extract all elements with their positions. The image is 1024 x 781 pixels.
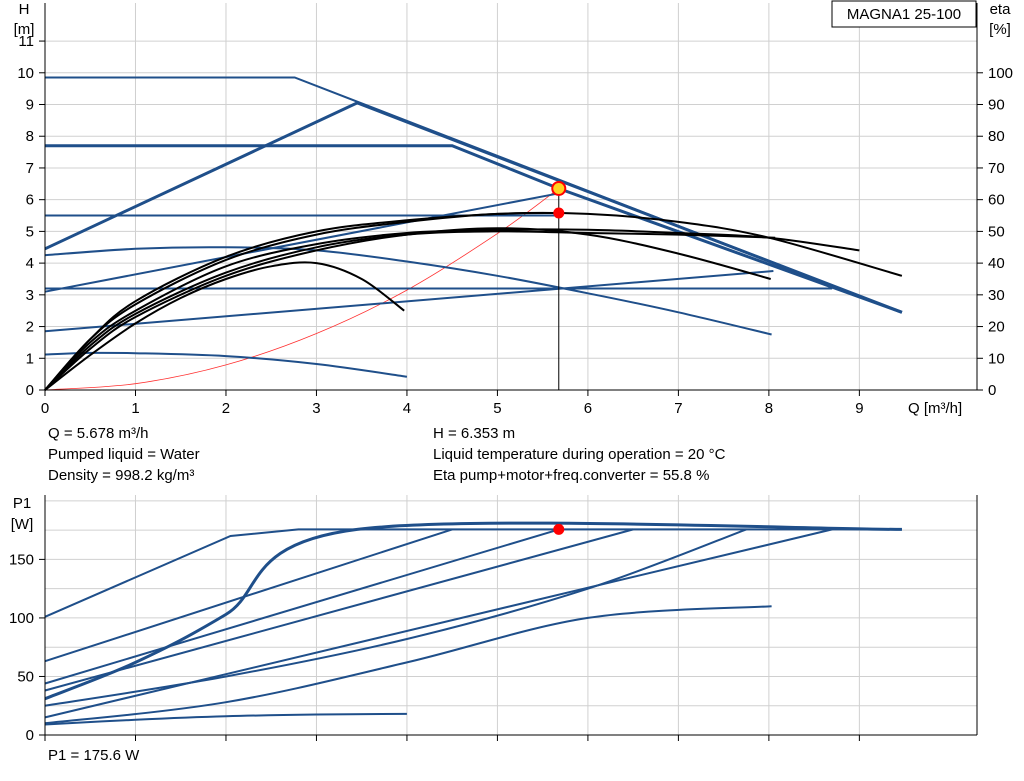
efficiency-curve bbox=[44, 230, 776, 391]
power-curve bbox=[44, 528, 634, 692]
power-curve bbox=[44, 712, 407, 726]
efficiency-curve bbox=[44, 261, 405, 391]
head-plot-curves bbox=[44, 76, 903, 391]
x-tick-label: 8 bbox=[765, 400, 773, 417]
y-tick-label-left: 5 bbox=[26, 223, 34, 240]
info-flow: Q = 5.678 m³/h bbox=[48, 425, 149, 442]
y-tick-label-right: 40 bbox=[988, 255, 1005, 272]
y-tick-label-right: 100 bbox=[988, 65, 1013, 82]
head-plot-background bbox=[45, 3, 977, 390]
y-tick-label-left: 0 bbox=[26, 382, 34, 399]
y-tick-label-left: 1 bbox=[26, 350, 34, 367]
head-efficiency-plot: 0 1 2 3 4 5 6 7 8 9 10 11 0 10 20 30 40 50 60 70 80 90 100 0 1 2 3… bbox=[14, 1, 1013, 417]
system-curve bbox=[44, 188, 560, 391]
y-tick-label-left: 150 bbox=[9, 551, 34, 568]
power-curve bbox=[44, 528, 453, 663]
head-curve bbox=[44, 351, 408, 378]
y-axis-label-left: H bbox=[19, 1, 30, 18]
y-tick-label-left: 6 bbox=[26, 192, 34, 209]
power-curve bbox=[44, 605, 772, 725]
info-power: P1 = 175.6 W bbox=[48, 747, 140, 764]
y-tick-label-right: 20 bbox=[988, 319, 1005, 336]
head-duty-point bbox=[551, 180, 567, 196]
head-plot-grid bbox=[44, 3, 977, 391]
power-curve bbox=[44, 528, 833, 719]
power-curve bbox=[44, 528, 747, 707]
y-tick-label-left: 7 bbox=[26, 160, 34, 177]
y-tick-label-left: 9 bbox=[26, 97, 34, 114]
y-tick-label-right: 30 bbox=[988, 287, 1005, 304]
y-tick-label-left: 3 bbox=[26, 287, 34, 304]
info-eta: Eta pump+motor+freq.converter = 55.8 % bbox=[433, 467, 710, 484]
y-tick-label-left: 4 bbox=[26, 255, 34, 272]
y-tick-label-right: 70 bbox=[988, 160, 1005, 177]
x-tick-label: 1 bbox=[131, 400, 139, 417]
head-curve bbox=[44, 270, 774, 333]
x-tick-label: 7 bbox=[674, 400, 682, 417]
head-plot-axes: 0 1 2 3 4 5 6 7 8 9 10 11 0 10 20 30 40 50 60 70 80 90 100 0 1 2 3… bbox=[14, 1, 1013, 417]
y-tick-label-right: 10 bbox=[988, 350, 1005, 367]
power-plot-axes: 0 50 100 150 P1 [W] bbox=[9, 495, 978, 744]
y-tick-label-right: 0 bbox=[988, 382, 996, 399]
info-density: Density = 998.2 kg/m³ bbox=[48, 467, 195, 484]
y-tick-label-right: 60 bbox=[988, 192, 1005, 209]
efficiency-curve bbox=[44, 227, 771, 391]
info-liquid: Pumped liquid = Water bbox=[48, 446, 200, 463]
y-tick-label-left: 10 bbox=[17, 65, 34, 82]
x-tick-label: 2 bbox=[222, 400, 230, 417]
power-curve bbox=[44, 528, 902, 618]
power-plot-background bbox=[45, 495, 977, 735]
y-tick-label-right: 80 bbox=[988, 128, 1005, 145]
head-curve bbox=[44, 101, 903, 314]
y-tick-label-left: 2 bbox=[26, 319, 34, 336]
y-tick-label-left: 50 bbox=[17, 668, 34, 685]
efficiency-curve bbox=[44, 211, 903, 391]
y-tick-label-right: 50 bbox=[988, 223, 1005, 240]
x-tick-label: 6 bbox=[584, 400, 592, 417]
y-tick-label-right: 90 bbox=[988, 97, 1005, 114]
info-head: H = 6.353 m bbox=[433, 425, 516, 442]
power-plot-curves bbox=[44, 521, 902, 726]
y-tick-label-left: 100 bbox=[9, 610, 34, 627]
power-duty-point bbox=[553, 523, 565, 535]
power-curve bbox=[44, 528, 560, 685]
x-tick-label: 0 bbox=[41, 400, 49, 417]
head-curve bbox=[44, 246, 772, 336]
x-tick-label: 5 bbox=[493, 400, 501, 417]
head-curve bbox=[45, 144, 903, 314]
y-axis-unit-right: [%] bbox=[989, 21, 1011, 38]
x-tick-label: 9 bbox=[855, 400, 863, 417]
power-curve bbox=[44, 521, 902, 701]
model-label-box: MAGNA1 25-100 bbox=[831, 0, 977, 28]
info-temperature: Liquid temperature during operation = 20… bbox=[433, 446, 726, 463]
efficiency-curve bbox=[44, 228, 860, 391]
power-plot: 0 50 100 150 P1 [W] bbox=[9, 495, 978, 744]
y-tick-label-left: 8 bbox=[26, 128, 34, 145]
efficiency-curve bbox=[44, 212, 560, 391]
x-tick-label: 3 bbox=[312, 400, 320, 417]
head-curve bbox=[44, 192, 560, 293]
y-axis-label-right: eta bbox=[990, 1, 1012, 18]
model-label: MAGNA1 25-100 bbox=[847, 6, 961, 23]
y-tick-label-left: 11 bbox=[18, 33, 34, 50]
y-axis-unit-left: [W] bbox=[11, 516, 34, 533]
y-axis-label-left: P1 bbox=[13, 495, 31, 512]
x-axis-label: Q [m³/h] bbox=[908, 400, 962, 417]
y-tick-label-left: 0 bbox=[26, 727, 34, 744]
x-tick-label: 4 bbox=[403, 400, 411, 417]
efficiency-duty-point bbox=[553, 207, 565, 219]
y-axis-unit-left: [m] bbox=[14, 21, 35, 38]
